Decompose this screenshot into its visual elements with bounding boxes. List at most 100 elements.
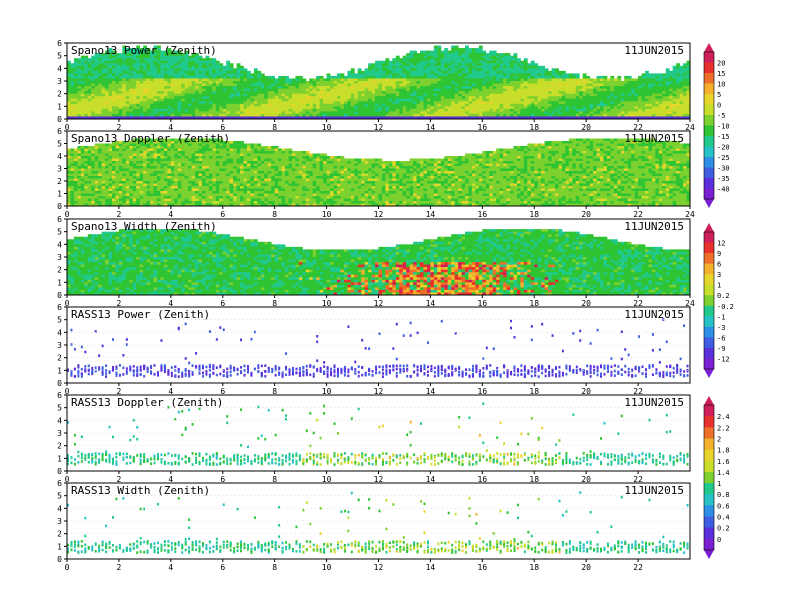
- colorbar-2: 12 9 6 3 1 0.2 -0.2 -1 -3 -6 -9 -12: [703, 223, 734, 378]
- y-tick-label: 2: [57, 442, 62, 451]
- x-tick-label: 12: [374, 563, 384, 572]
- x-tick-label: 14: [426, 563, 436, 572]
- colorbar-1: 20 15 10 5 0 -5 -10 -15 -20 -25 -30 -35 -40: [703, 43, 730, 208]
- x-tick-label: 4: [168, 475, 173, 484]
- x-tick-label: 8: [272, 210, 277, 219]
- colorbar-segment: [704, 284, 714, 296]
- colorbar-frame: [703, 51, 715, 200]
- x-tick-label: 20: [581, 123, 591, 132]
- x-tick-label: 2: [117, 123, 122, 132]
- colorbar-tick-label: -5: [717, 112, 725, 120]
- colorbar-segment: [704, 253, 714, 264]
- x-tick-label: 6: [220, 299, 225, 308]
- y-tick-label: 0: [57, 115, 62, 124]
- x-tick-label: 6: [220, 387, 225, 396]
- colorbar-tick-label: 1: [717, 282, 721, 290]
- x-tick-label: 14: [426, 299, 436, 308]
- colorbar-tick-label: -9: [717, 345, 725, 353]
- colorbar-segment: [704, 104, 714, 116]
- y-tick-label: 5: [57, 228, 62, 237]
- x-tick-label: 20: [581, 475, 591, 484]
- colorbar-tick-label: 0.8: [717, 491, 730, 499]
- y-tick-label: 4: [57, 152, 62, 161]
- y-tick-label: 3: [57, 341, 62, 350]
- colorbar-tick-label: 1.4: [717, 469, 730, 477]
- y-tick-label: 3: [57, 517, 62, 526]
- colorbar-segment: [704, 494, 714, 506]
- colorbar-segment: [704, 274, 714, 285]
- x-tick-label: 20: [581, 563, 591, 572]
- y-tick-label: 2: [57, 177, 62, 186]
- x-tick-label: 16: [478, 299, 488, 308]
- x-tick-label: 20: [581, 210, 591, 219]
- colorbar-tick-label: -25: [717, 154, 730, 162]
- x-tick-label: 6: [220, 123, 225, 132]
- y-tick-label: 0: [57, 379, 62, 388]
- x-tick-label: 10: [322, 475, 332, 484]
- x-tick-label: 12: [374, 387, 384, 396]
- colorbar-tick-label: 2.2: [717, 424, 730, 432]
- x-tick-label: 0: [65, 387, 70, 396]
- colorbar-segment: [704, 146, 714, 158]
- y-tick-label: 2: [57, 354, 62, 363]
- colorbar-tick-label: 10: [717, 81, 725, 89]
- colorbar-segment: [704, 471, 714, 484]
- colorbar-segment: [704, 460, 714, 473]
- colorbar-tick-label: 0: [717, 536, 721, 544]
- x-tick-label: 0: [65, 563, 70, 572]
- x-tick-label: 10: [322, 210, 332, 219]
- colorbar-tick-label: -6: [717, 334, 725, 342]
- x-tick-label: 14: [426, 210, 436, 219]
- y-tick-label: 6: [57, 127, 62, 136]
- x-tick-label: 6: [220, 475, 225, 484]
- x-tick-label: 4: [168, 123, 173, 132]
- x-tick-label: 10: [322, 123, 332, 132]
- colorbar-segment: [704, 94, 714, 105]
- colorbar-tick-label: 0: [717, 102, 721, 110]
- colorbar-tick-label: 3: [717, 271, 721, 279]
- heatmap-cells: [67, 318, 689, 378]
- colorbar-tick-label: 9: [717, 250, 721, 258]
- panel-date: 11JUN2015: [624, 396, 684, 409]
- y-tick-label: 5: [57, 52, 62, 61]
- x-tick-label: 18: [529, 563, 539, 572]
- x-tick-label: 4: [168, 387, 173, 396]
- x-tick-label: 8: [272, 299, 277, 308]
- y-tick-label: 1: [57, 278, 62, 287]
- colorbar-tick-label: -10: [717, 123, 730, 131]
- colorbar-segment: [704, 188, 714, 200]
- y-tick-label: 1: [57, 542, 62, 551]
- x-tick-label: 2: [117, 299, 122, 308]
- x-tick-label: 14: [426, 475, 436, 484]
- panel-title: RASS13 Power (Zenith): [71, 308, 210, 321]
- colorbar-segment: [704, 538, 714, 551]
- colorbar-tick-label: -30: [717, 165, 730, 173]
- x-tick-label: 16: [478, 123, 488, 132]
- x-tick-label: 24: [685, 210, 695, 219]
- x-tick-label: 2: [117, 475, 122, 484]
- heatmap-cells: [67, 45, 691, 120]
- y-tick-label: 4: [57, 240, 62, 249]
- heatmap-cells: [67, 491, 689, 554]
- colorbar-arrow-bottom: [704, 199, 714, 208]
- y-tick-label: 5: [57, 316, 62, 325]
- x-tick-label: 0: [65, 123, 70, 132]
- colorbar-segment: [704, 449, 714, 462]
- y-tick-label: 1: [57, 454, 62, 463]
- heatmap-cells: [67, 402, 689, 466]
- colorbar-tick-label: -0.2: [717, 303, 734, 311]
- colorbar-tick-label: 1.8: [717, 447, 730, 455]
- colorbar-tick-label: 0.2: [717, 292, 730, 300]
- colorbar-segment: [704, 52, 714, 63]
- colorbar-segment: [704, 326, 714, 338]
- x-tick-label: 16: [478, 210, 488, 219]
- panel-title: Spano13 Doppler (Zenith): [71, 132, 230, 145]
- x-tick-label: 22: [633, 210, 643, 219]
- y-tick-label: 0: [57, 467, 62, 476]
- x-tick-label: 22: [633, 563, 643, 572]
- colorbar-arrow-bottom: [704, 550, 714, 559]
- colorbar-segment: [704, 295, 714, 307]
